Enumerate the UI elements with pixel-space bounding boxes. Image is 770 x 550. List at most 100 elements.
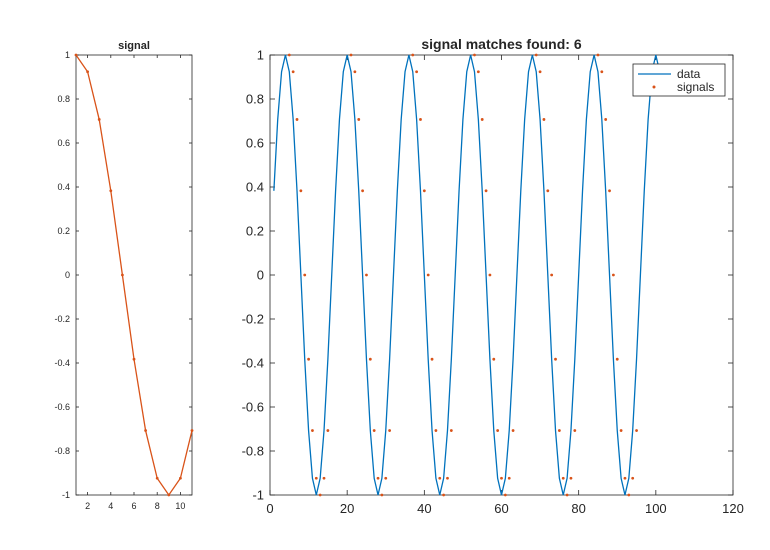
- signals-series-point: [446, 476, 449, 480]
- signals-series-point: [388, 429, 392, 432]
- signals-series-point: [565, 493, 569, 497]
- signals-series-point: [314, 476, 318, 480]
- matches-axes: 0 20 40 60 80 100 120 -1 -0.8 -0.6 -0.4 -0.2 0 0.2 0.4…: [242, 36, 744, 516]
- signal-y-tick-label: 1: [65, 50, 70, 60]
- signals-series-point: [473, 53, 476, 57]
- signals-series-point: [287, 53, 291, 57]
- signals-series-point: [507, 476, 511, 480]
- legend-signals-swatch: [652, 85, 656, 89]
- signal-series-point: [179, 476, 182, 480]
- signal-y-tick-label: -0.6: [54, 402, 70, 412]
- signals-series-point: [534, 53, 538, 57]
- matches-y-tick-label: 0.6: [246, 136, 264, 151]
- signal-y-tick-label: -0.8: [54, 446, 70, 456]
- signals-series-point: [484, 189, 488, 193]
- data-series-line: [273, 54, 661, 496]
- matches-x-tick-label: 0: [266, 501, 273, 516]
- matches-y-tick-label: 0.2: [246, 224, 264, 239]
- signals-series-point: [500, 476, 503, 480]
- signals-series-point: [511, 429, 515, 432]
- matches-x-tick-label: 80: [571, 501, 585, 516]
- signal-y-tick-label: 0.2: [57, 226, 70, 236]
- signal-series-point: [109, 189, 113, 193]
- signal-x-tick-label: 4: [108, 501, 113, 511]
- signals-series-point: [419, 118, 422, 121]
- signal-x-tick-label: 8: [155, 501, 160, 511]
- signals-series-point: [492, 357, 496, 361]
- signals-series-point: [569, 476, 573, 480]
- signals-series-point: [291, 70, 295, 74]
- signal-series-point: [144, 429, 148, 432]
- legend-data-label: data: [677, 67, 701, 81]
- legend-signals-label: signals: [677, 80, 714, 94]
- matches-x-tick-label: 40: [417, 501, 431, 516]
- signals-series-point: [365, 273, 368, 277]
- signals-series-point: [318, 493, 322, 497]
- signal-series-point: [190, 429, 194, 432]
- matches-y-tick-label: -0.6: [242, 400, 264, 415]
- signals-series-point: [573, 429, 577, 432]
- signal-series-point: [167, 493, 171, 497]
- matches-y-tick-label: 1: [257, 48, 264, 63]
- signals-series-point: [438, 476, 442, 480]
- signal-axes: 2 4 6 8 10 -1 -0.8 -0.6 -0.4 -0.2 0 0.2 0.4 0.6 0.8 1 si…: [54, 40, 194, 511]
- signals-series-point: [557, 429, 561, 432]
- signals-series-point: [480, 118, 484, 121]
- signals-series-point: [357, 118, 361, 121]
- matches-y-tick-label: -0.4: [242, 356, 264, 371]
- signals-series-point: [299, 189, 303, 193]
- signals-series-point: [434, 429, 438, 432]
- signal-series-point: [132, 357, 136, 361]
- matches-y-tick-label: -0.8: [242, 444, 264, 459]
- signals-series-point: [295, 118, 299, 121]
- matches-axes-box: [269, 54, 734, 496]
- signal-y-tick-label: -0.4: [54, 358, 70, 368]
- matches-x-tick-label: 100: [645, 501, 667, 516]
- signals-series-point: [307, 357, 310, 361]
- matches-y-tick-label: 0.4: [246, 180, 264, 195]
- signals-series-point: [380, 493, 384, 497]
- signals-series-point: [376, 476, 380, 480]
- signals-series-point: [384, 476, 388, 480]
- signals-series-point: [368, 357, 372, 361]
- legend-box: [632, 63, 726, 97]
- signal-axes-title: signal: [118, 40, 150, 52]
- signals-series-point: [303, 273, 307, 277]
- signals-series-point: [496, 429, 500, 432]
- signals-series-point: [554, 357, 557, 361]
- signals-series-point: [608, 189, 611, 193]
- signals-series-point: [627, 493, 631, 497]
- signals-series-point: [538, 70, 542, 74]
- signals-series-point: [430, 357, 434, 361]
- signals-series-point: [311, 429, 314, 432]
- signals-series-point: [415, 70, 419, 74]
- signals-series-point: [611, 273, 615, 277]
- signal-x-tick-label: 10: [175, 501, 185, 511]
- signals-series-point: [615, 357, 619, 361]
- matches-y-tick-label: 0: [257, 268, 264, 283]
- signals-series-point: [322, 476, 326, 480]
- matches-y-tick-label: -1: [252, 488, 264, 503]
- signal-axes-box: [75, 54, 193, 496]
- signals-series-point: [442, 493, 446, 497]
- signal-y-tick-label: 0.6: [57, 138, 70, 148]
- signals-series-point: [449, 429, 453, 432]
- signals-series-point: [361, 189, 364, 193]
- matches-y-tick-label: -0.2: [242, 312, 264, 327]
- signals-series-point: [349, 53, 353, 57]
- matches-axes-title: signal matches found: 6: [421, 36, 581, 52]
- signals-series-point: [372, 429, 376, 432]
- signals-series-point: [631, 476, 635, 480]
- signals-series-point: [561, 476, 565, 480]
- signals-series-point: [596, 53, 600, 57]
- signals-series-point: [600, 70, 604, 74]
- signals-series-point: [488, 273, 492, 277]
- signals-series-point: [635, 429, 638, 432]
- signal-y-tick-label: 0.4: [57, 182, 70, 192]
- signal-y-tick-label: -1: [62, 490, 70, 500]
- signal-series-point: [86, 70, 89, 74]
- signals-series-point: [546, 189, 550, 193]
- signal-y-tick-label: 0.8: [57, 94, 70, 104]
